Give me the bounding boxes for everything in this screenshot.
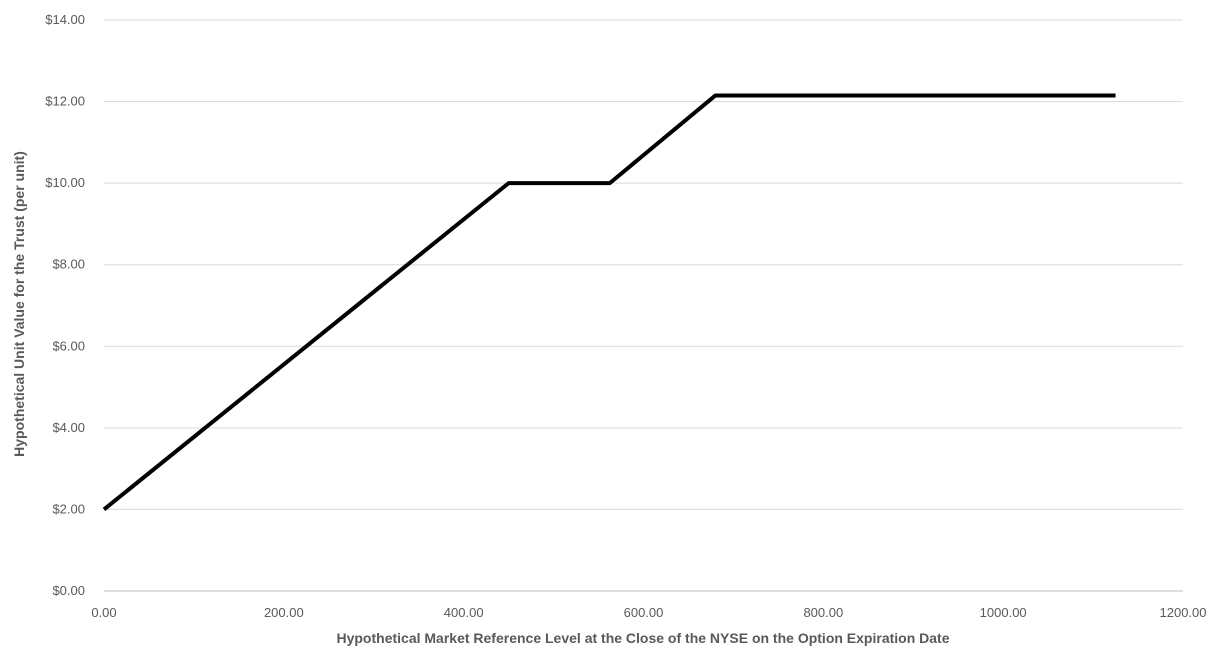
x-tick-labels: 0.00 200.00 400.00 600.00 800.00 1000.00 1200.…	[91, 605, 1206, 620]
y-tick-label: $14.00	[45, 12, 85, 27]
y-axis-title: Hypothetical Unit Value for the Trust (p…	[11, 151, 27, 457]
x-tick-label: 800.00	[803, 605, 843, 620]
x-tick-label: 1000.00	[980, 605, 1027, 620]
y-tick-label: $12.00	[45, 94, 85, 109]
x-tick-label: 600.00	[624, 605, 664, 620]
x-tick-label: 0.00	[91, 605, 116, 620]
y-tick-label: $4.00	[52, 420, 85, 435]
y-tick-label: $10.00	[45, 175, 85, 190]
series-layer	[102, 93, 1116, 511]
y-tick-label: $2.00	[52, 501, 85, 516]
series-line	[102, 93, 1116, 511]
y-tick-label: $0.00	[52, 583, 85, 598]
x-tick-label: 400.00	[444, 605, 484, 620]
gridlines	[104, 19, 1183, 510]
x-tick-label: 200.00	[264, 605, 304, 620]
y-tick-label: $6.00	[52, 338, 85, 353]
y-tick-labels: $0.00 $2.00 $4.00 $6.00 $8.00 $10.00 $12.00 $14…	[45, 12, 85, 598]
x-axis-title: Hypothetical Market Reference Level at t…	[336, 630, 949, 646]
y-tick-label: $8.00	[52, 257, 85, 272]
x-tick-label: 1200.00	[1160, 605, 1207, 620]
